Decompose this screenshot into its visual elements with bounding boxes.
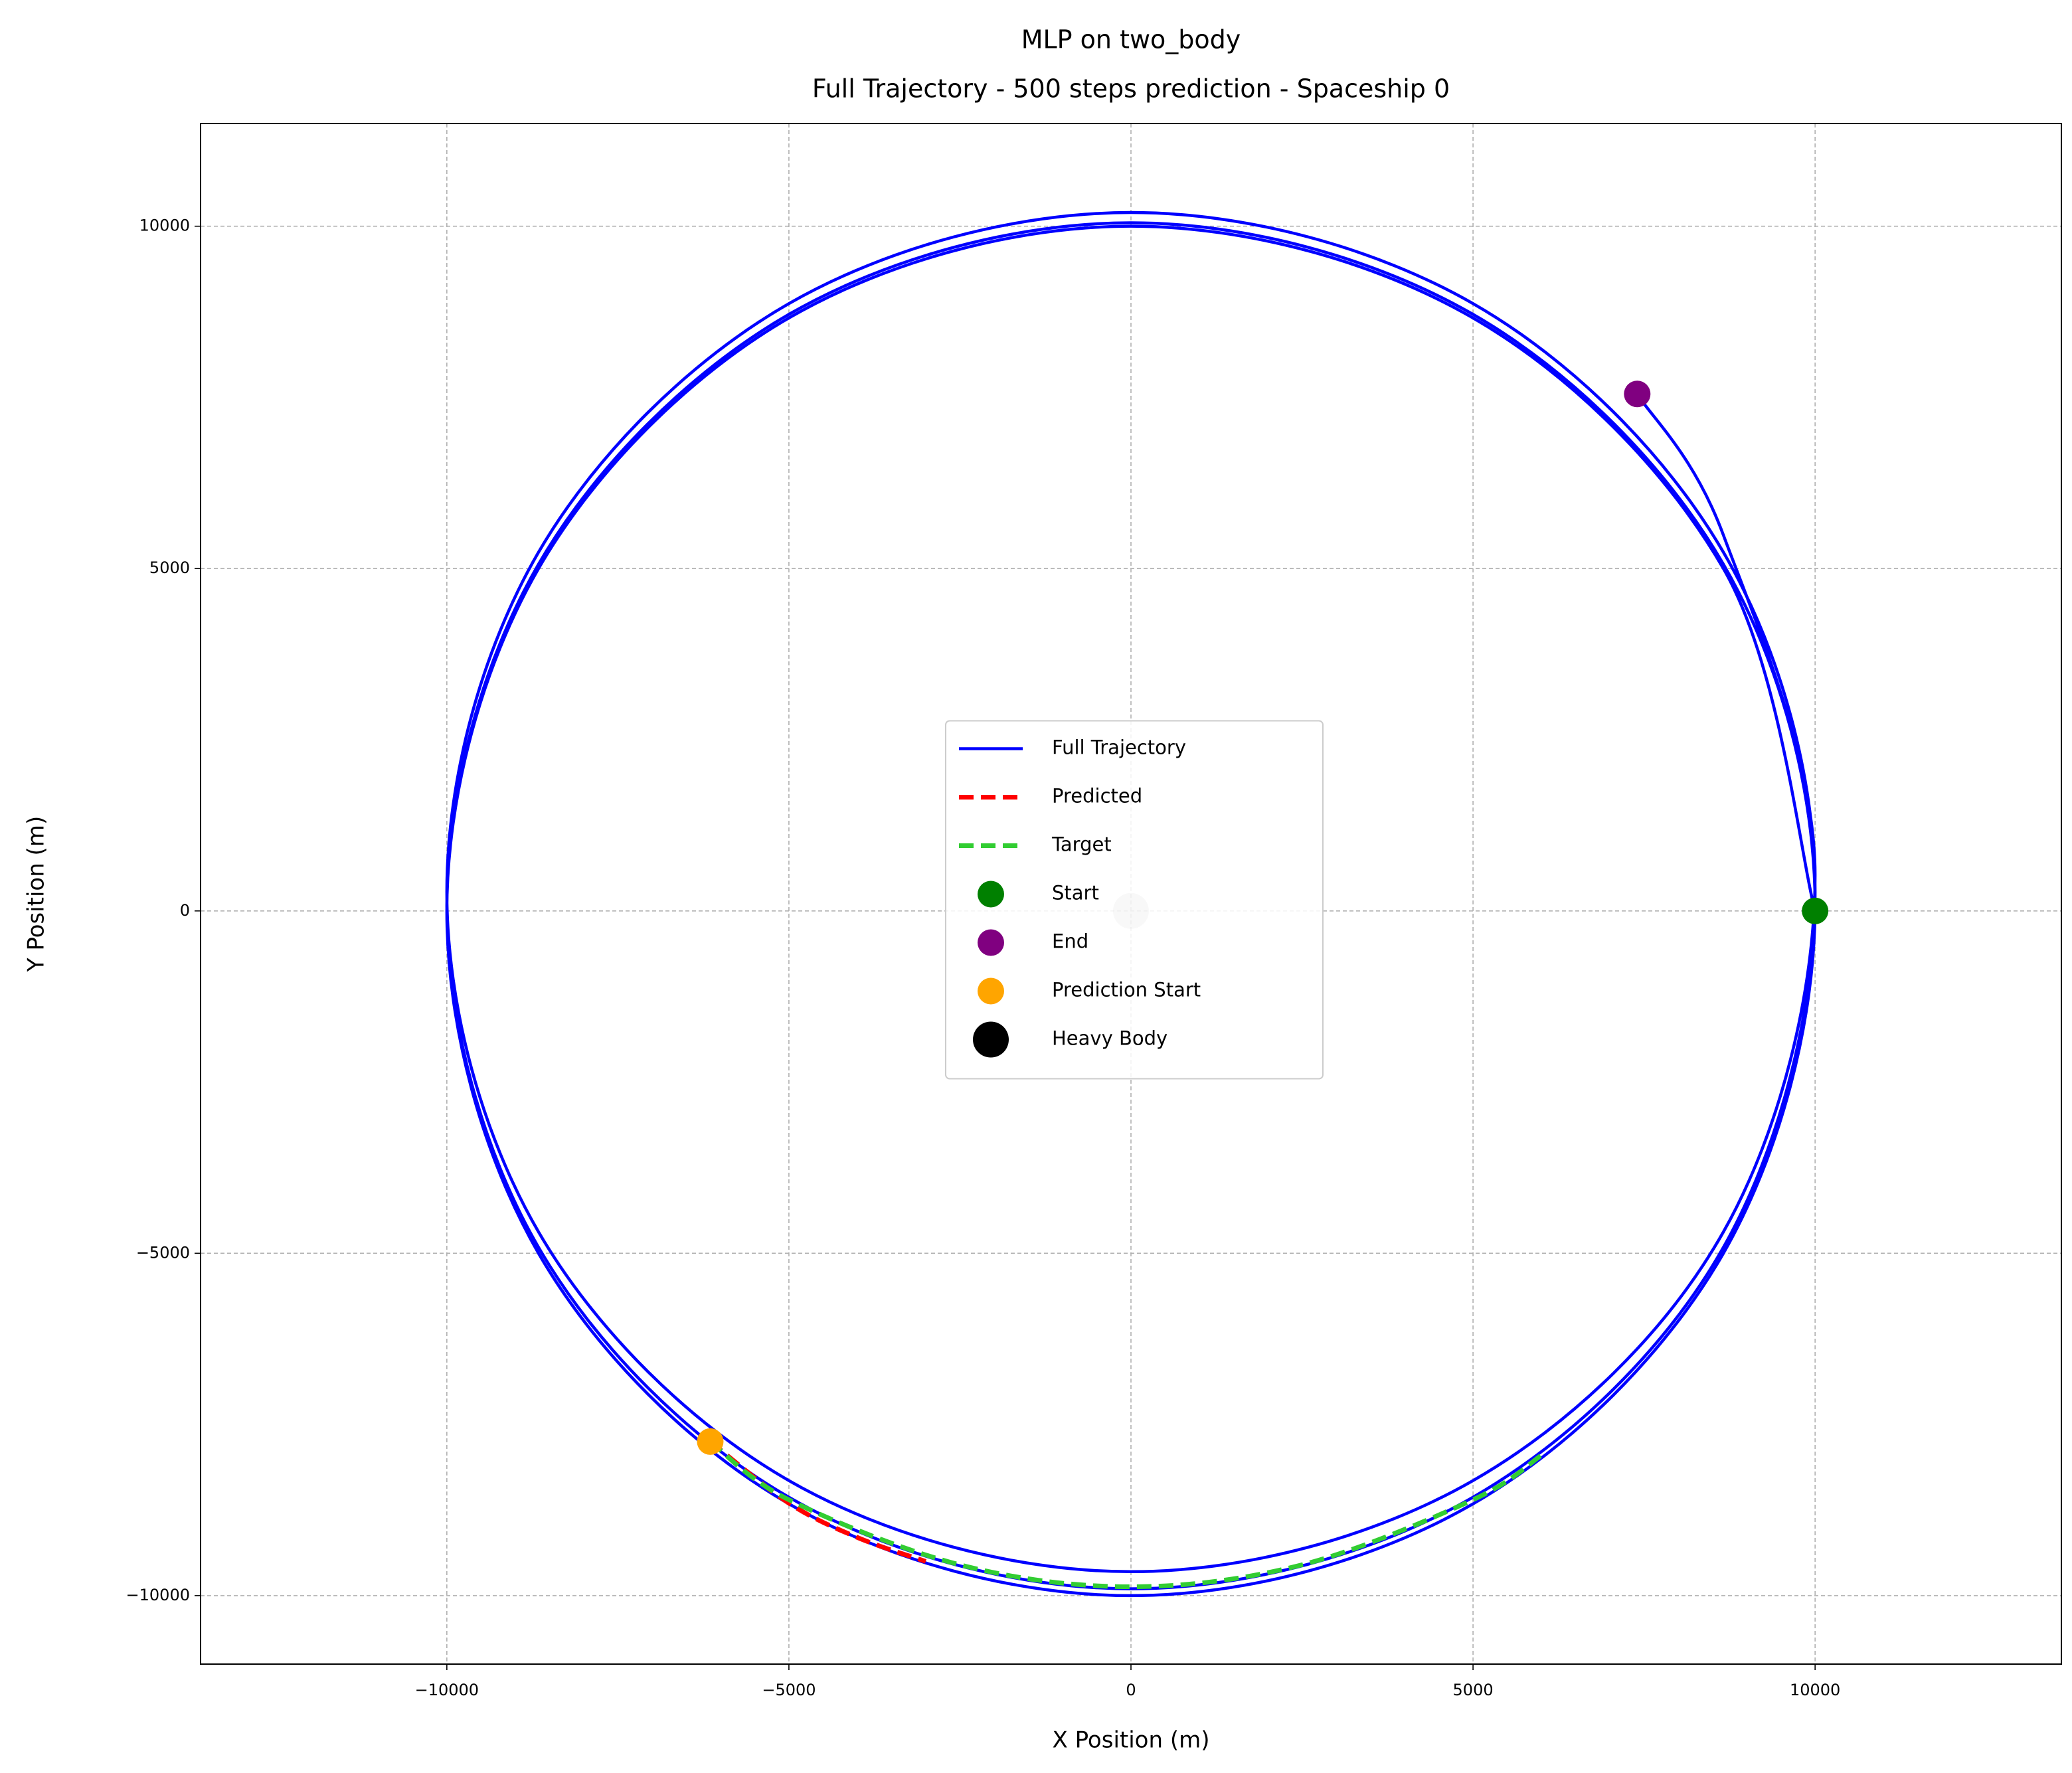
legend-swatch — [978, 881, 1004, 908]
legend-label: End — [1052, 930, 1088, 953]
legend-swatch — [973, 1021, 1009, 1058]
legend-label: Start — [1052, 882, 1099, 904]
marker — [1802, 897, 1829, 924]
legend-label: Target — [1051, 833, 1112, 856]
legend-label: Predicted — [1052, 785, 1142, 807]
legend-box — [945, 720, 1324, 1080]
plot-frame — [200, 123, 2062, 1665]
marker — [1624, 380, 1651, 408]
y-tick-label: −10000 — [126, 1586, 190, 1604]
y-axis-label: Y Position (m) — [23, 816, 50, 972]
marker — [697, 1428, 724, 1455]
x-tick-label: −5000 — [762, 1681, 816, 1699]
chart-title: MLP on two_body — [1021, 25, 1241, 54]
x-tick-label: −10000 — [415, 1681, 479, 1699]
legend-label: Heavy Body — [1052, 1027, 1167, 1050]
trajectory-line — [445, 211, 1817, 1598]
legend-swatch — [978, 977, 1004, 1005]
y-tick-label: 5000 — [149, 558, 190, 577]
trajectory-line — [709, 1440, 927, 1564]
x-axis-label: X Position (m) — [1053, 1727, 1210, 1754]
x-tick-label: 0 — [1126, 1681, 1136, 1699]
x-tick-label: 5000 — [1453, 1681, 1494, 1699]
chart-subtitle: Full Trajectory - 500 steps prediction -… — [812, 74, 1450, 104]
y-tick-label: −5000 — [136, 1243, 190, 1262]
legend: Full Trajectory Predicted Target Start End Pr… — [945, 720, 1324, 1080]
legend-label: Prediction Start — [1052, 979, 1201, 1001]
x-tick-label: 10000 — [1790, 1681, 1840, 1699]
legend-swatch — [978, 929, 1004, 956]
y-tick-label: 0 — [180, 901, 190, 920]
y-tick-label: 10000 — [139, 216, 190, 235]
legend-label: Full Trajectory — [1052, 736, 1186, 759]
trajectory-line — [709, 1440, 1543, 1589]
